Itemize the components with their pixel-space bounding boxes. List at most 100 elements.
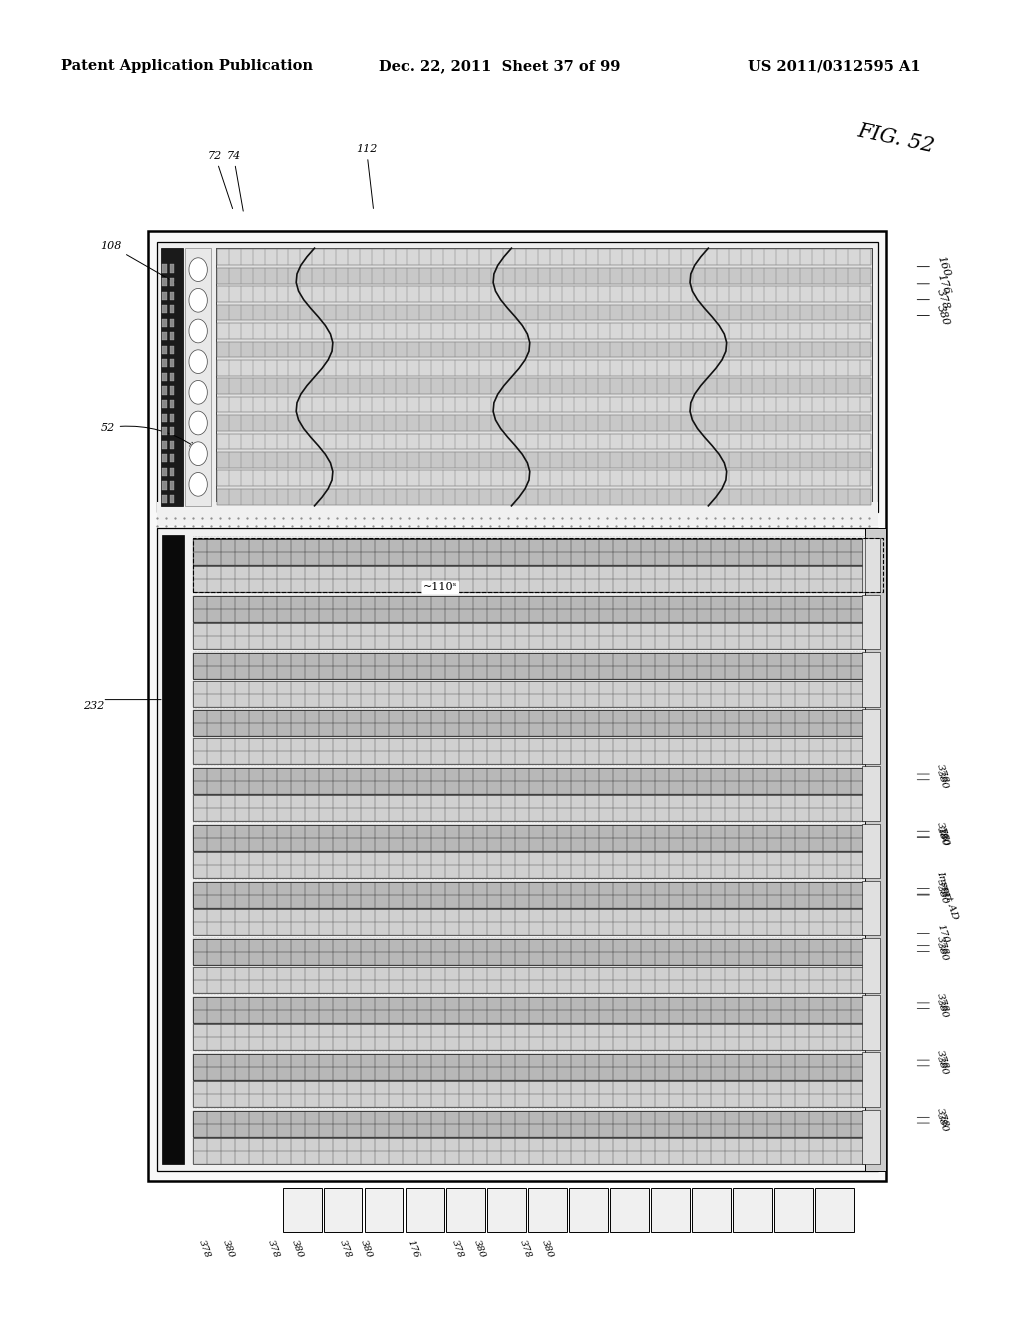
Bar (229, 414, 241, 430)
Bar (402, 997, 417, 1010)
Bar (455, 249, 467, 265)
Bar (764, 249, 776, 265)
Bar (170, 387, 174, 395)
Bar (767, 751, 781, 764)
Bar (193, 838, 207, 851)
Bar (613, 923, 627, 936)
Bar (557, 636, 571, 649)
Bar (809, 623, 823, 636)
Bar (217, 268, 229, 284)
Bar (443, 414, 455, 430)
Bar (336, 342, 348, 358)
Bar (234, 1151, 249, 1164)
Bar (372, 323, 384, 339)
Bar (291, 723, 305, 737)
Bar (838, 808, 851, 821)
Bar (318, 693, 333, 706)
Bar (486, 693, 501, 706)
Bar (711, 1053, 725, 1067)
Bar (234, 952, 249, 965)
Bar (276, 780, 291, 793)
Bar (838, 597, 851, 609)
Bar (162, 441, 167, 449)
Bar (585, 636, 599, 649)
Bar (305, 853, 318, 865)
Bar (851, 667, 865, 680)
Bar (276, 723, 291, 737)
Bar (305, 940, 318, 952)
Bar (347, 1138, 360, 1151)
Bar (325, 268, 336, 284)
Bar (725, 1111, 739, 1123)
Bar (459, 923, 473, 936)
Bar (609, 249, 622, 265)
Bar (389, 1111, 402, 1123)
Bar (683, 636, 697, 649)
Bar (627, 1138, 641, 1151)
Bar (220, 1067, 234, 1080)
Bar (501, 1151, 515, 1164)
Bar (613, 1010, 627, 1023)
Bar (360, 923, 375, 936)
Bar (641, 623, 655, 636)
Bar (241, 342, 253, 358)
Bar (402, 1138, 417, 1151)
Bar (796, 923, 809, 936)
Bar (788, 360, 800, 376)
Bar (788, 305, 800, 321)
Bar (333, 623, 347, 636)
Bar (851, 738, 865, 751)
Bar (249, 609, 262, 622)
Bar (318, 539, 333, 552)
Bar (571, 681, 585, 693)
Bar (586, 249, 598, 265)
Bar (557, 1151, 571, 1164)
Bar (645, 249, 657, 265)
Bar (796, 825, 809, 838)
Bar (767, 780, 781, 793)
Bar (515, 923, 528, 936)
Bar (683, 667, 697, 680)
Bar (408, 488, 420, 504)
Bar (571, 768, 585, 780)
Bar (459, 1094, 473, 1107)
Bar (347, 693, 360, 706)
Bar (812, 360, 824, 376)
Bar (276, 360, 289, 376)
Bar (669, 552, 683, 565)
Bar (289, 397, 300, 412)
Bar (276, 552, 291, 565)
Bar (402, 966, 417, 979)
Bar (669, 780, 683, 793)
Bar (585, 795, 599, 808)
Bar (851, 1036, 865, 1049)
Bar (851, 979, 865, 993)
Bar (395, 249, 408, 265)
Bar (417, 1094, 431, 1107)
Bar (467, 305, 479, 321)
Bar (402, 808, 417, 821)
Bar (740, 488, 753, 504)
Bar (249, 923, 262, 936)
Bar (241, 249, 253, 265)
Bar (838, 609, 851, 622)
Bar (526, 268, 539, 284)
Bar (318, 825, 333, 838)
Bar (809, 1151, 823, 1164)
Bar (402, 838, 417, 851)
Bar (515, 882, 528, 895)
Bar (207, 940, 220, 952)
Bar (347, 909, 360, 923)
Bar (347, 1036, 360, 1049)
Bar (851, 1094, 865, 1107)
Bar (162, 292, 167, 300)
Bar (417, 952, 431, 965)
Bar (669, 623, 683, 636)
Bar (402, 539, 417, 552)
Bar (420, 286, 431, 302)
Bar (431, 738, 444, 751)
Bar (501, 609, 515, 622)
Bar (501, 1053, 515, 1067)
Bar (249, 653, 262, 667)
Bar (300, 249, 312, 265)
